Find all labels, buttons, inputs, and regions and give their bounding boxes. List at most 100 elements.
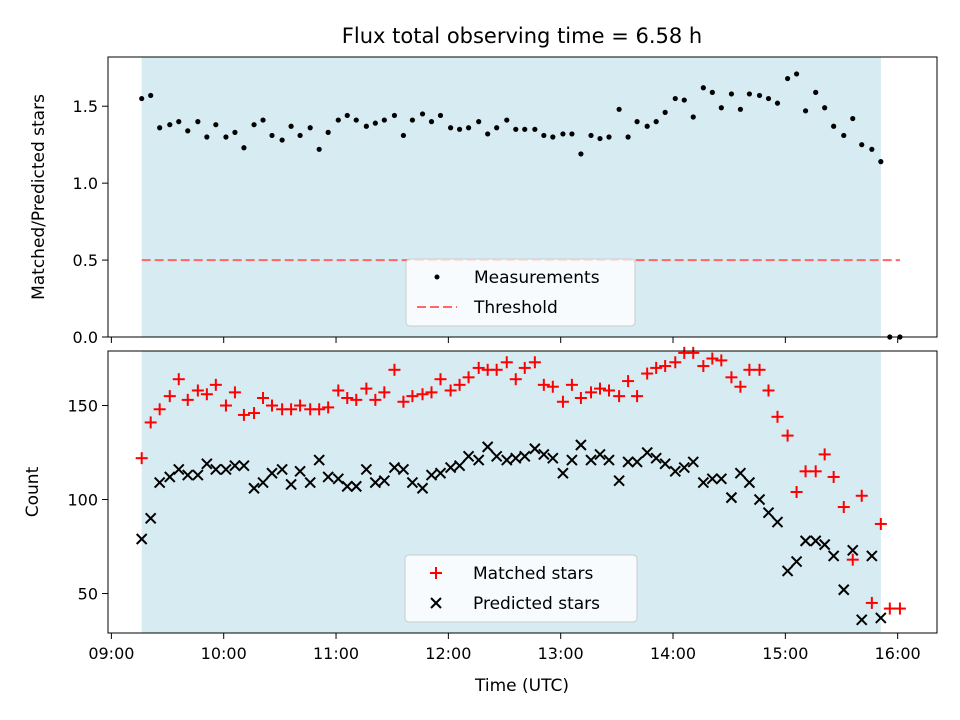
matched-star-point [135,452,148,465]
measurement-point [448,125,454,131]
measurement-point [513,126,519,132]
measurement-point [400,132,407,139]
predicted-star-point [687,456,699,468]
top-axes-frame [107,56,938,338]
measurement-point [690,114,696,120]
measurement-point [878,159,884,165]
predicted-star-point [248,482,260,494]
bottom-series [135,346,906,626]
matched-star-point [725,371,738,384]
predicted-star-point [641,446,653,459]
predicted-star-point [425,469,438,481]
top-legend: Measurements Threshold [405,258,636,327]
bottom-y-tick-label: 50 [78,585,98,604]
measurement-point [831,123,837,129]
x-tick-label: 13:00 [538,644,584,663]
predicted-star-point [866,550,878,562]
matched-star-point [594,382,607,395]
predicted-star-point [847,544,859,556]
predicted-star-point [594,448,606,461]
measurement-point [476,119,482,125]
measurement-point [644,123,650,129]
measurement-point [578,151,584,157]
matched-star-point [144,416,157,429]
matched-star-point [153,403,166,416]
matched-star-point [893,602,906,615]
bottom-y-tick-label: 150 [67,397,98,416]
predicted-star-point [285,478,297,491]
predicted-star-point [838,584,850,596]
measurement-point [850,115,856,122]
x-tick-label: 10:00 [201,644,247,663]
legend-matched-marker [430,567,442,579]
bottom-axes-frame [107,350,938,634]
legend-matched-label: Matched stars [473,564,593,584]
measurement-point [504,117,510,123]
matched-star-point [313,403,326,416]
predicted-star-point [434,467,447,479]
measurement-point [859,142,865,148]
matched-star-point [706,352,719,365]
predicted-star-point [519,450,531,462]
predicted-star-point [715,473,728,485]
measurement-point [813,89,819,95]
matched-star-point [341,392,354,404]
measurement-point [653,119,659,125]
matched-star-point [237,408,250,421]
predicted-star-point [350,480,362,493]
predicted-star-point [453,459,466,472]
predicted-star-point [771,516,784,528]
predicted-star-point [378,475,391,487]
matched-star-point [687,346,700,359]
bottom-panel: 50 100 150 09:00 10:00 11:00 12:00 13:00 14:00 1… [23,346,938,696]
predicted-star-point [416,482,429,494]
top-y-tick-label: 1.0 [73,174,98,193]
matched-star-point [669,356,682,369]
matched-star-point [472,361,485,374]
measurement-point [223,134,229,140]
x-tick-label: 12:00 [425,644,471,663]
matched-star-point [799,465,812,478]
bottom-y-ticks: 50 100 150 [67,397,108,604]
predicted-star-point [790,555,803,568]
predicted-star-point [622,456,634,468]
predicted-star-point [856,614,868,626]
predicted-star-point [332,473,344,485]
matched-star-point [855,489,868,502]
measurement-point [841,132,847,139]
predicted-star-point [220,463,232,476]
matched-star-point [444,384,457,397]
predicted-star-point [322,471,334,483]
measurement-point [728,91,735,97]
predicted-star-point [669,465,681,478]
measurement-point [532,126,538,132]
predicted-star-point [557,467,569,479]
x-tick-label: 09:00 [88,644,134,663]
predicted-star-point [164,471,176,483]
matched-star-point [631,390,644,403]
measurement-point [465,125,472,131]
predicted-star-point [575,439,587,451]
predicted-star-point [706,473,719,485]
measurement-point [419,111,426,117]
measurement-point [204,134,210,140]
predicted-star-point [818,538,831,551]
predicted-star-point [613,475,625,487]
predicted-star-point [734,467,747,479]
matched-star-point [266,399,279,412]
predicted-star-point [201,458,213,470]
predicted-star-point [304,476,316,489]
predicted-star-point [547,452,559,464]
matched-star-point [425,386,438,399]
top-y-axis-label: Matched/Predicted stars [29,94,49,300]
matched-star-point [613,390,626,403]
predicted-star-point [827,550,840,562]
predicted-star-point [799,535,812,547]
measurement-point [195,119,201,125]
matched-star-point [332,384,345,397]
matched-star-point [219,399,232,412]
measurement-point [616,106,622,112]
matched-star-point [172,373,185,386]
matched-star-point [753,363,766,376]
measurement-point [869,146,875,152]
